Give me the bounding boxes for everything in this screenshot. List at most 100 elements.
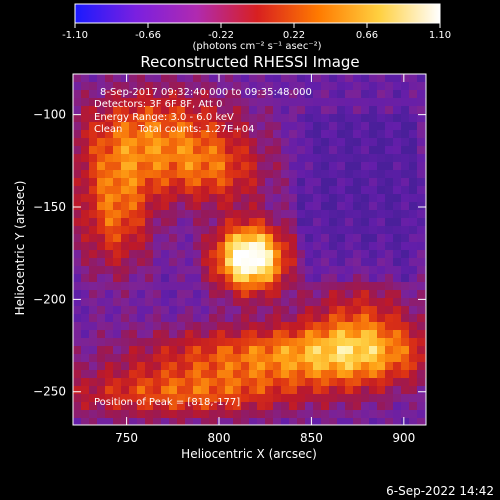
image-pixel [129, 370, 138, 379]
image-pixel [353, 394, 362, 403]
image-pixel [145, 362, 154, 371]
image-pixel [273, 162, 282, 171]
image-pixel [217, 122, 226, 131]
image-pixel [217, 90, 226, 99]
image-pixel [305, 146, 314, 155]
image-pixel [177, 322, 186, 331]
image-pixel [97, 234, 106, 243]
image-pixel [385, 330, 394, 339]
image-pixel [193, 306, 202, 315]
image-pixel [233, 170, 242, 179]
image-pixel [265, 386, 274, 395]
image-pixel [177, 250, 186, 259]
image-pixel [73, 170, 82, 179]
image-pixel [281, 410, 290, 419]
image-pixel [89, 154, 98, 163]
image-pixel [417, 314, 426, 323]
image-pixel [297, 162, 306, 171]
image-pixel [89, 410, 98, 419]
image-pixel [185, 218, 194, 227]
image-pixel [137, 378, 146, 387]
image-pixel [233, 370, 242, 379]
image-pixel [81, 298, 90, 307]
image-pixel [273, 74, 282, 83]
image-pixel [145, 330, 154, 339]
image-pixel [257, 306, 266, 315]
image-pixel [113, 106, 122, 115]
image-pixel [377, 394, 386, 403]
image-pixel [113, 250, 122, 259]
image-pixel [241, 154, 250, 163]
image-pixel [185, 138, 194, 147]
image-pixel [289, 338, 298, 347]
image-pixel [217, 322, 226, 331]
image-pixel [185, 370, 194, 379]
image-pixel [417, 274, 426, 283]
image-pixel [185, 210, 194, 219]
y-axis-label: Heliocentric Y (arcsec) [13, 181, 27, 316]
image-pixel [257, 82, 266, 91]
image-pixel [305, 362, 314, 371]
image-pixel [185, 74, 194, 83]
image-pixel [297, 402, 306, 411]
image-pixel [145, 90, 154, 99]
image-pixel [265, 82, 274, 91]
image-pixel [73, 346, 82, 355]
image-pixel [177, 346, 186, 355]
image-pixel [409, 298, 418, 307]
image-pixel [241, 234, 250, 243]
image-pixel [393, 178, 402, 187]
image-pixel [257, 402, 266, 411]
image-pixel [417, 178, 426, 187]
image-pixel [217, 170, 226, 179]
image-pixel [393, 74, 402, 83]
image-pixel [81, 90, 90, 99]
image-pixel [161, 178, 170, 187]
image-pixel [169, 226, 178, 235]
image-pixel [281, 146, 290, 155]
x-tick-label: 850 [300, 431, 323, 445]
image-pixel [225, 410, 234, 419]
image-pixel [369, 194, 378, 203]
image-pixel [121, 290, 130, 299]
image-pixel [313, 258, 322, 267]
image-pixel [337, 258, 346, 267]
image-pixel [193, 330, 202, 339]
image-pixel [225, 290, 234, 299]
image-pixel [153, 154, 162, 163]
image-pixel [233, 266, 242, 275]
image-pixel [321, 418, 330, 425]
image-pixel [409, 338, 418, 347]
image-pixel [273, 114, 282, 123]
image-pixel [161, 146, 170, 155]
image-pixel [369, 210, 378, 219]
image-pixel [185, 106, 194, 115]
image-pixel [177, 122, 186, 131]
image-pixel [353, 338, 362, 347]
image-pixel [305, 338, 314, 347]
image-pixel [201, 322, 210, 331]
image-pixel [161, 418, 170, 425]
image-pixel [169, 82, 178, 91]
image-pixel [161, 250, 170, 259]
image-pixel [337, 282, 346, 291]
image-pixel [289, 418, 298, 425]
image-pixel [89, 386, 98, 395]
image-pixel [241, 386, 250, 395]
image-pixel [185, 282, 194, 291]
image-pixel [209, 234, 218, 243]
image-pixel [393, 266, 402, 275]
image-pixel [153, 74, 162, 83]
image-pixel [153, 290, 162, 299]
image-pixel [105, 130, 114, 139]
image-pixel [97, 362, 106, 371]
image-pixel [417, 306, 426, 315]
image-pixel [329, 274, 338, 283]
image-pixel [337, 298, 346, 307]
image-pixel [105, 290, 114, 299]
image-pixel [281, 234, 290, 243]
image-pixel [369, 250, 378, 259]
image-pixel [361, 138, 370, 147]
image-pixel [233, 290, 242, 299]
